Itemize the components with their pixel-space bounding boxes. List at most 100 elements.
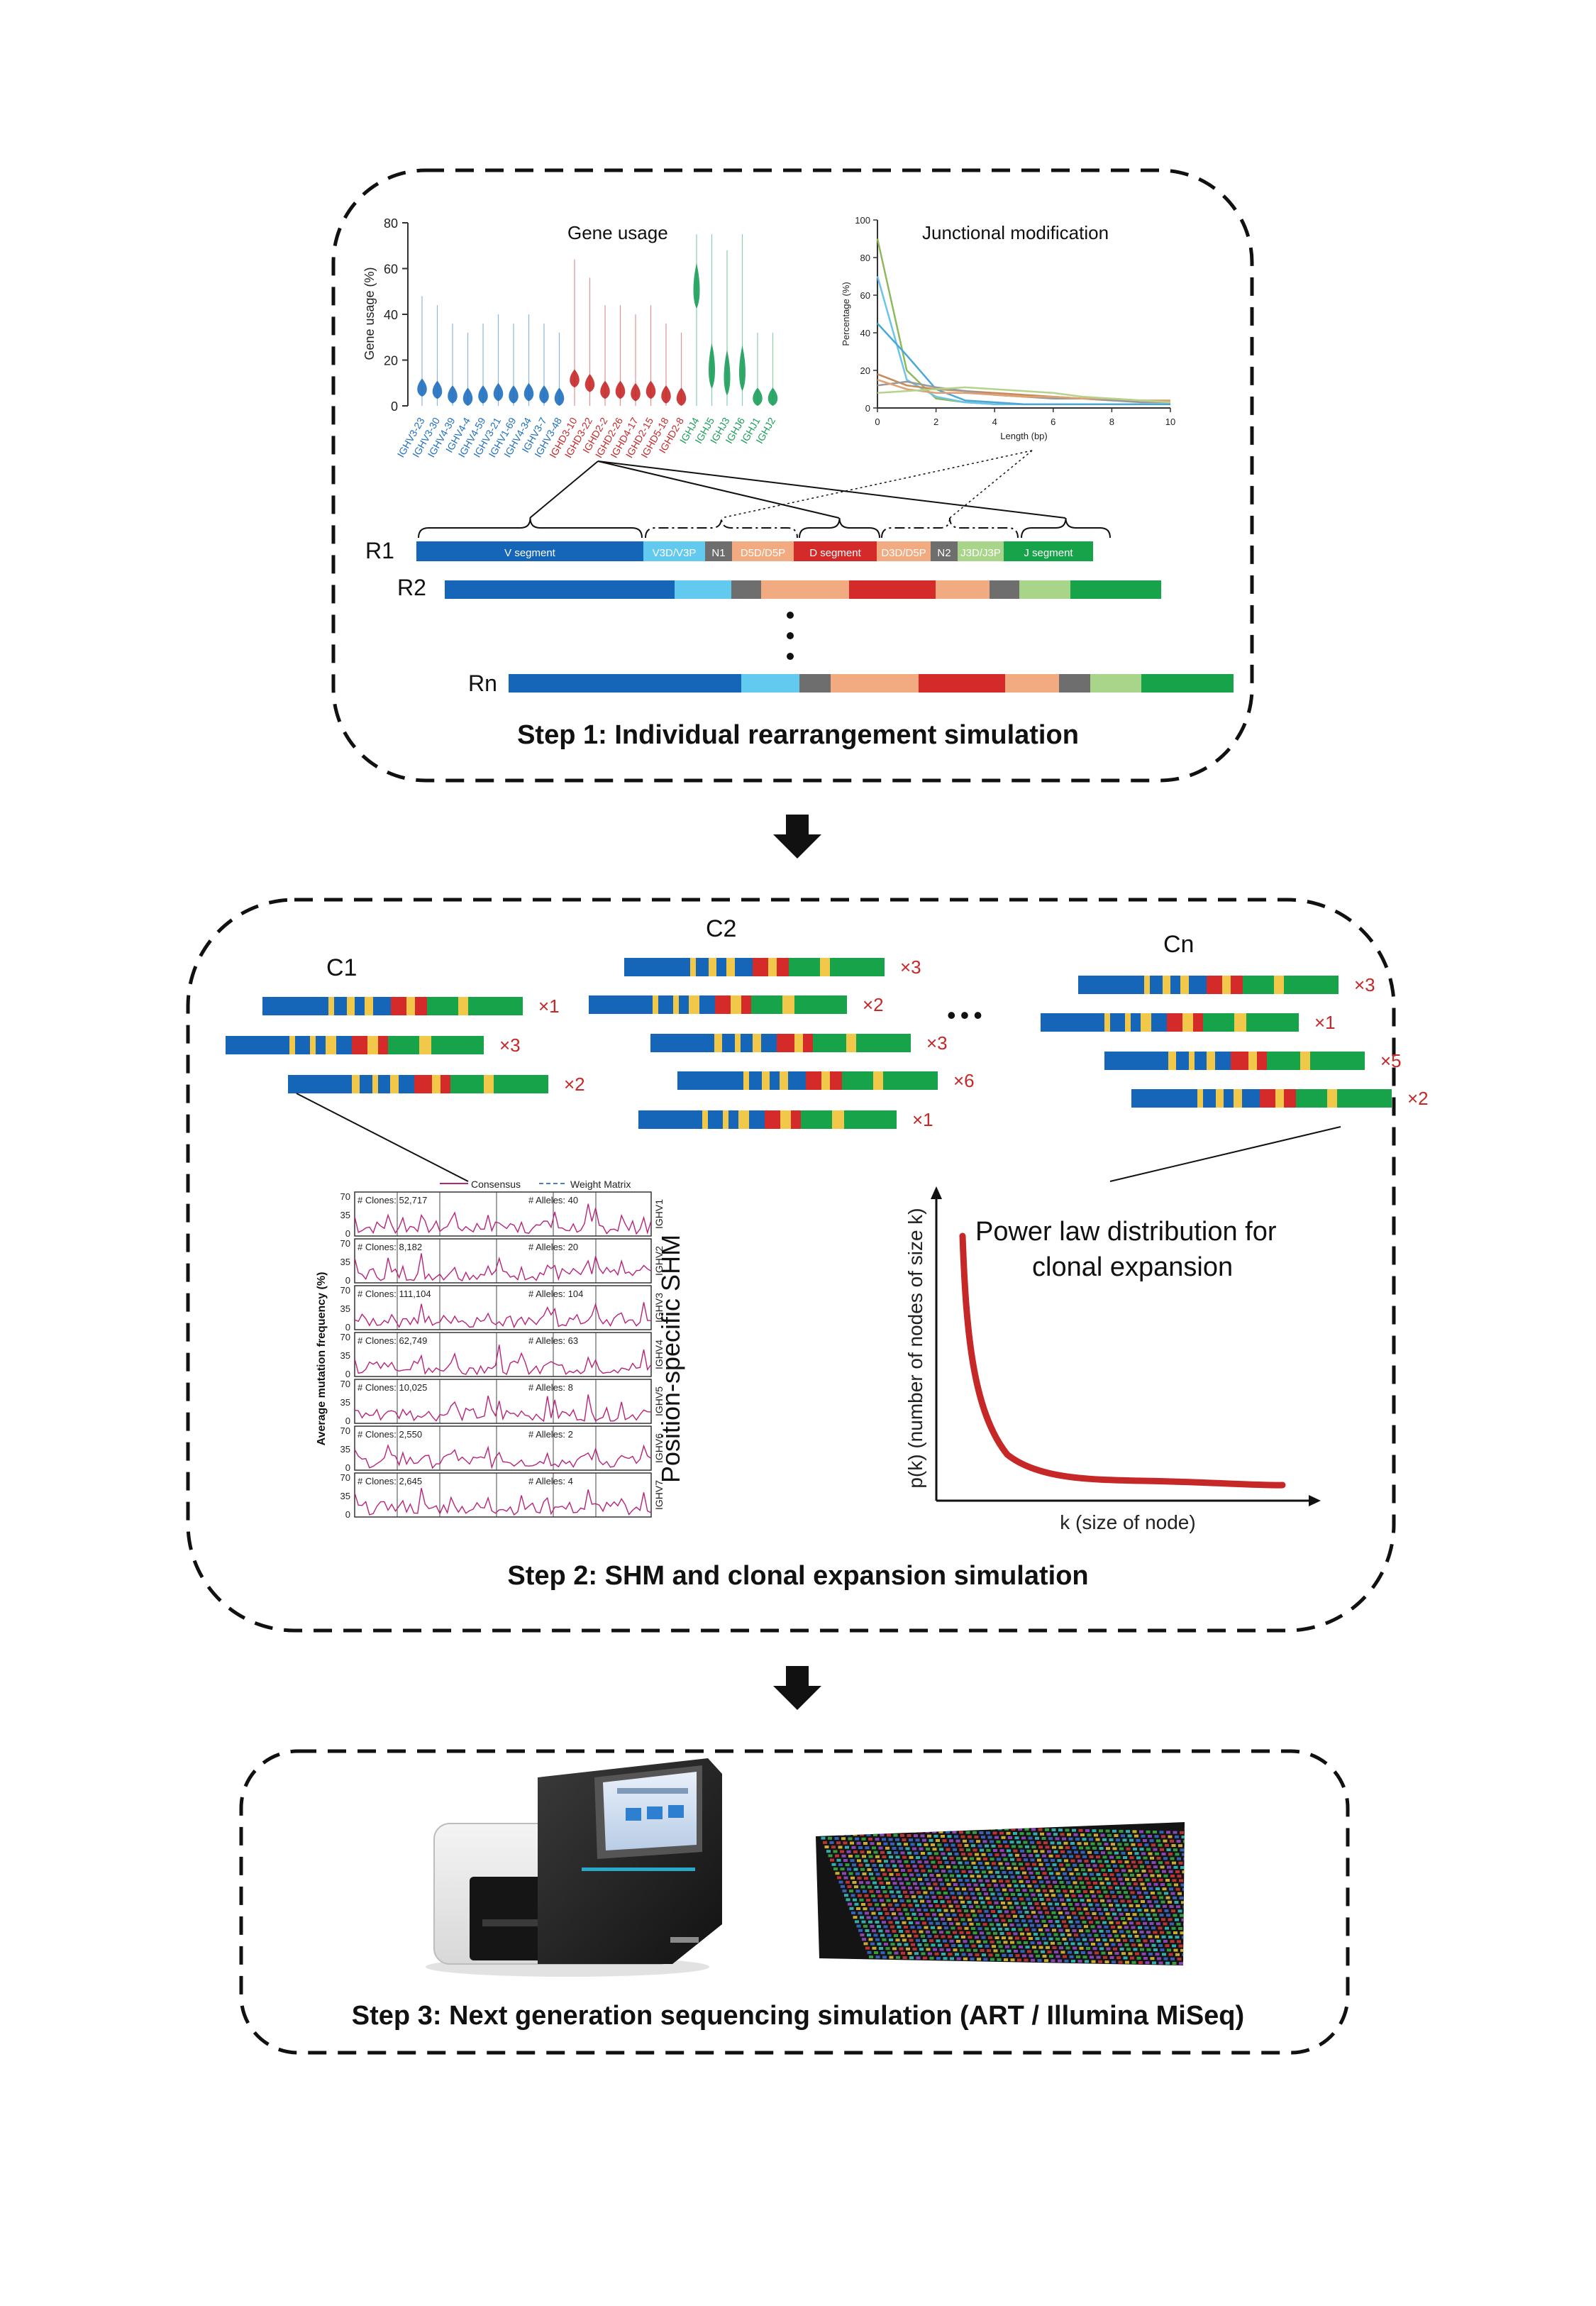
cluster-dot: [1031, 1846, 1036, 1848]
cluster-dot: [1030, 1924, 1034, 1927]
cluster-dot: [1058, 1929, 1063, 1932]
cluster-dot: [924, 1843, 929, 1846]
cluster-dot: [883, 1907, 887, 1911]
cluster-dot: [868, 1838, 872, 1841]
cluster-dot: [902, 1855, 907, 1859]
cluster-dot: [1148, 1852, 1153, 1855]
cluster-dot: [1189, 1953, 1193, 1956]
cluster-dot: [953, 1865, 958, 1869]
cluster-dot: [1176, 1922, 1181, 1926]
cluster-dot: [1041, 1885, 1046, 1888]
cluster-dot: [953, 1848, 957, 1851]
cluster-dot: [1167, 1865, 1171, 1869]
cluster-dot: [1208, 1902, 1212, 1904]
cluster-dot: [885, 1947, 890, 1951]
cluster-dot: [1160, 1865, 1165, 1869]
cluster-dot: [1042, 1872, 1047, 1875]
cluster-dot: [1150, 1939, 1154, 1943]
seq-block: [1195, 1052, 1207, 1070]
cluster-dot: [919, 1830, 923, 1833]
clone-3-sequence: [1078, 976, 1339, 994]
cluster-dot: [1082, 1955, 1087, 1959]
cluster-dot: [942, 1839, 947, 1843]
violin-body: [462, 387, 473, 406]
cluster-dot: [1038, 1863, 1043, 1866]
cluster-dot: [987, 1836, 992, 1839]
cluster-dot: [1146, 1848, 1151, 1851]
cluster-dot: [881, 1886, 885, 1889]
seq-block: [334, 997, 347, 1015]
cluster-dot: [896, 1890, 901, 1894]
cluster-dot: [850, 1859, 855, 1863]
violin-body: [554, 387, 565, 406]
cluster-dot: [1083, 1973, 1087, 1976]
cluster-dot: [977, 1927, 982, 1931]
cluster-dot: [1083, 1890, 1087, 1893]
cluster-dot: [1085, 1911, 1090, 1915]
cluster-dot: [1175, 1835, 1179, 1838]
cluster-dot: [910, 1926, 915, 1929]
power-law-curve: [959, 1232, 1286, 1489]
seq-block: [328, 997, 334, 1015]
cluster-dot: [1162, 1870, 1166, 1873]
cluster-dot: [892, 1947, 897, 1951]
cluster-dot: [865, 1863, 870, 1867]
cluster-dot: [853, 1916, 858, 1919]
seq-block: [1125, 1013, 1131, 1032]
cluster-dot: [1126, 1913, 1130, 1916]
cluster-dot: [1120, 1899, 1125, 1903]
cluster-dot: [1067, 1916, 1071, 1919]
y-tick-label: 35: [340, 1210, 350, 1220]
cluster-dot: [1016, 1858, 1021, 1861]
seq-block: [1170, 976, 1180, 994]
cluster-dot: [1122, 1904, 1126, 1907]
seq-block: [1215, 1052, 1231, 1070]
cluster-dot: [1109, 1855, 1114, 1859]
cluster-dot: [1040, 1850, 1045, 1853]
seq-block: [427, 997, 458, 1015]
clone-label-cn: Cn: [1163, 931, 1195, 958]
cluster-dot: [982, 1953, 986, 1957]
seq-block: [880, 1034, 911, 1052]
cluster-dot: [930, 1826, 935, 1829]
cluster-dot: [987, 1866, 991, 1870]
cluster-dot: [904, 1843, 908, 1846]
cluster-dot: [1151, 1861, 1156, 1864]
cluster-dot: [954, 1835, 958, 1838]
cluster-dot: [970, 1875, 975, 1878]
cluster-dot: [1218, 1976, 1222, 1979]
cluster-dot: [1054, 1951, 1058, 1954]
cluster-dot: [991, 1844, 996, 1848]
cluster-dot: [1069, 1938, 1073, 1941]
cluster-dot: [1142, 1970, 1146, 1973]
cluster-dot: [1196, 1871, 1200, 1874]
cluster-dot: [1160, 1900, 1165, 1904]
cluster-dot: [946, 1948, 951, 1951]
cluster-dot: [1055, 1902, 1059, 1906]
cluster-dot: [1171, 1844, 1176, 1847]
violin-body: [645, 380, 656, 399]
cluster-dot: [1163, 1957, 1168, 1960]
seq-block: [316, 1036, 326, 1054]
cluster-dot: [951, 1961, 956, 1965]
seq-block: [1242, 1089, 1260, 1108]
cluster-dot: [963, 1875, 968, 1877]
cluster-dot: [1221, 1932, 1225, 1935]
cluster-dot: [1182, 1887, 1185, 1891]
cluster-dot: [1171, 1909, 1175, 1913]
cluster-dot: [1208, 1884, 1212, 1887]
cluster-dot: [999, 1880, 1003, 1883]
cluster-dot: [931, 1926, 935, 1929]
cluster-dot: [956, 1940, 960, 1943]
cluster-dot: [974, 1966, 978, 1969]
cluster-dot: [955, 1839, 960, 1843]
cluster-dot: [1151, 1909, 1156, 1912]
cluster-dot: [955, 1922, 960, 1926]
cluster-dot: [875, 1872, 880, 1876]
cluster-dot: [1039, 1963, 1043, 1965]
cluster-dot: [1195, 1936, 1199, 1939]
cluster-dot: [933, 1834, 938, 1838]
cluster-dot: [1082, 1872, 1087, 1876]
cluster-dot: [916, 1873, 921, 1877]
